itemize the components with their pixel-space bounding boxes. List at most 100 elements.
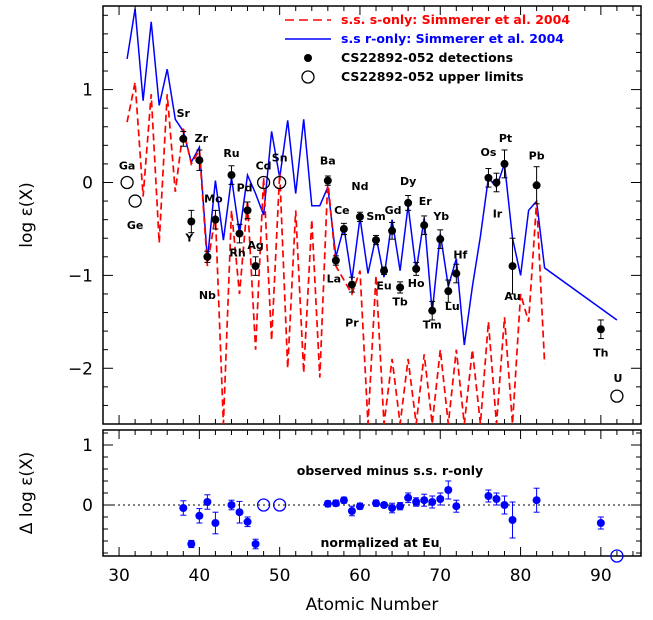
residual-point-77 [492, 495, 501, 503]
detection-point-Ba [323, 176, 332, 185]
element-label-Sm: Sm [366, 210, 385, 223]
series-s-only-line [126, 82, 546, 424]
element-label-Ba: Ba [320, 155, 336, 168]
element-label-Tm: Tm [423, 319, 442, 332]
top-y-tick-label-3: 1 [82, 81, 93, 101]
residual-point-78 [500, 501, 509, 509]
legend-detection-marker [304, 54, 312, 62]
element-label-Pr: Pr [345, 317, 359, 330]
top-points-group [120, 130, 624, 403]
detection-point-Ho [412, 264, 421, 273]
x-tick-label-60: 60 [349, 566, 371, 586]
element-label-Sn: Sn [272, 151, 288, 164]
x-tick-label-40: 40 [189, 566, 211, 586]
residual-point-57 [331, 499, 340, 508]
detection-point-Y [187, 217, 196, 226]
residual-point-59 [347, 507, 356, 515]
residual-upper-limit-50 [273, 498, 287, 512]
element-label-Pt: Pt [499, 132, 512, 145]
detection-point-Zr [195, 156, 204, 165]
detection-point-Pb [532, 181, 541, 190]
residual-point-64 [388, 504, 397, 512]
element-label-Sr: Sr [177, 107, 191, 120]
detection-point-Rh [235, 229, 244, 238]
residual-point-62 [372, 499, 381, 508]
legend-s-only-label: s.s. s-only: Simmerer et al. 2004 [341, 12, 570, 27]
element-label-La: La [327, 273, 341, 286]
detection-point-Ir [492, 178, 501, 187]
residual-point-40 [195, 511, 204, 520]
top-plot-frame [102, 5, 642, 425]
detection-point-Mo [211, 215, 220, 224]
legend-detections-label: CS22892-052 detections [341, 50, 513, 65]
residual-point-41 [203, 498, 212, 506]
element-label-Os: Os [480, 146, 496, 159]
residual-upper-limit-92 [610, 549, 624, 563]
legend-upper-limit-marker [301, 70, 315, 84]
detection-point-Ru [227, 171, 236, 180]
detection-point-Pr [347, 280, 356, 289]
residual-point-56 [323, 499, 332, 508]
element-label-Nb: Nb [199, 289, 216, 302]
detection-point-Th [596, 325, 605, 334]
element-label-Ge: Ge [127, 219, 144, 232]
element-label-Th: Th [593, 346, 608, 359]
top-panel: Sr Y Zr Nb Mo Ru Rh Pd Ag Ba La Ce Pr Nd Sm Eu Gd Tb Dy Ho E… [17, 5, 642, 425]
element-label-Eu: Eu [376, 280, 391, 293]
residual-point-76 [484, 492, 493, 500]
residual-upper-limit-48 [256, 498, 271, 512]
element-label-Au: Au [504, 290, 520, 303]
legend: s.s. s-only: Simmerer et al. 2004 s.s r-… [285, 12, 570, 84]
element-label-Ce: Ce [334, 204, 350, 217]
detection-point-Pd [243, 206, 252, 215]
upper-limit-point-Cd [256, 175, 271, 190]
note-observed-minus-r-only: observed minus s.s. r-only [297, 463, 483, 478]
element-labels-group: Sr Y Zr Nb Mo Ru Rh Pd Ag Ba La Ce Pr Nd Sm Eu Gd Tb Dy Ho E… [119, 107, 623, 385]
legend-upper-limits-label: CS22892-052 upper limits [341, 69, 524, 84]
residual-point-82 [532, 496, 541, 505]
residual-point-45 [235, 508, 244, 517]
element-label-Mo: Mo [204, 193, 223, 206]
detection-point-Gd [388, 226, 397, 235]
detection-point-Dy [404, 198, 413, 207]
detection-point-Lu [444, 287, 453, 296]
x-tick-label-30: 30 [108, 566, 130, 586]
bottom-y-axis-label: Δ log ε(X) [17, 452, 37, 534]
residual-point-60 [355, 502, 364, 511]
residual-point-68 [420, 496, 429, 505]
element-label-Pb: Pb [529, 149, 545, 162]
upper-limit-point-Ga [120, 175, 134, 190]
element-label-Tb: Tb [392, 295, 408, 308]
element-label-Hf: Hf [453, 249, 467, 262]
detection-point-Tm [428, 306, 437, 315]
element-label-Nd: Nd [351, 180, 368, 193]
residual-point-65 [396, 502, 405, 511]
element-label-U: U [613, 372, 622, 385]
element-label-Ho: Ho [408, 277, 425, 290]
residual-point-79 [508, 516, 517, 524]
top-y-tick-label-1: −1 [68, 266, 93, 286]
element-label-Ir: Ir [493, 207, 503, 220]
element-label-Er: Er [419, 195, 433, 208]
detection-point-Ce [339, 224, 348, 233]
detection-point-Er [420, 221, 429, 230]
x-tick-label-70: 70 [429, 566, 451, 586]
top-y-axis-label: log ε(X) [17, 182, 37, 247]
residual-point-39 [187, 540, 196, 548]
detection-point-Nb [203, 252, 212, 261]
detection-point-Os [484, 173, 493, 182]
upper-limit-point-Ge [128, 194, 142, 208]
residual-point-42 [211, 519, 220, 527]
detection-point-Ag [251, 262, 260, 271]
detection-point-Nd [355, 212, 364, 221]
top-y-tick-label-0: −2 [68, 359, 93, 379]
element-label-Cd: Cd [256, 159, 272, 172]
detection-point-Yb [436, 235, 445, 244]
residual-point-69 [428, 498, 437, 506]
bottom-y-tick-label-0: 0 [82, 496, 93, 516]
element-label-Zr: Zr [195, 132, 209, 145]
note-normalized-at-eu: normalized at Eu [321, 535, 440, 550]
residual-point-44 [227, 501, 236, 509]
element-label-Lu: Lu [445, 300, 460, 313]
bottom-panel: 0 1 30 40 50 60 70 80 90 observed minus s.s. r-o… [17, 429, 642, 615]
